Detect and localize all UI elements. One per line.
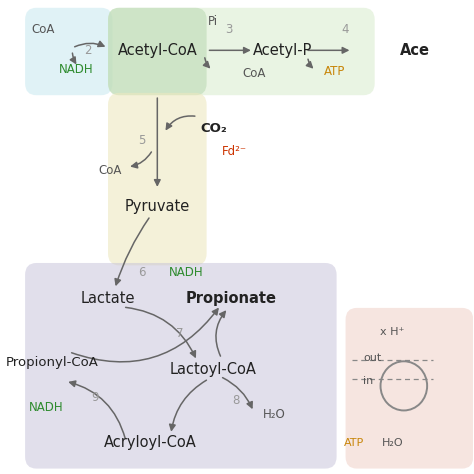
Text: 7: 7 — [176, 328, 183, 340]
Text: ATP: ATP — [324, 65, 345, 78]
FancyBboxPatch shape — [108, 8, 375, 95]
Text: in: in — [364, 376, 374, 386]
Text: x H⁺: x H⁺ — [381, 327, 405, 337]
Text: Lactate: Lactate — [81, 291, 135, 306]
FancyBboxPatch shape — [25, 8, 112, 95]
Text: Acetyl-CoA: Acetyl-CoA — [118, 43, 197, 58]
Text: 4: 4 — [342, 23, 349, 36]
Text: 8: 8 — [232, 393, 239, 407]
Text: out: out — [364, 353, 382, 363]
Text: Fd²⁻: Fd²⁻ — [222, 146, 247, 158]
Text: CO₂: CO₂ — [200, 122, 227, 135]
Text: Acryloyl-CoA: Acryloyl-CoA — [104, 435, 197, 450]
Text: Propionyl-CoA: Propionyl-CoA — [6, 356, 99, 369]
FancyBboxPatch shape — [108, 93, 207, 265]
Text: Propionate: Propionate — [186, 291, 277, 306]
Text: H₂O: H₂O — [382, 438, 403, 447]
Text: ATP: ATP — [345, 438, 365, 447]
Text: H₂O: H₂O — [263, 408, 285, 421]
Text: 5: 5 — [138, 134, 146, 146]
Text: Acetyl-P: Acetyl-P — [253, 43, 312, 58]
Text: Lactoyl-CoA: Lactoyl-CoA — [170, 362, 257, 377]
Text: 2: 2 — [84, 44, 91, 57]
Text: Pyruvate: Pyruvate — [125, 199, 190, 214]
FancyBboxPatch shape — [108, 8, 207, 95]
Text: NADH: NADH — [29, 401, 64, 414]
FancyBboxPatch shape — [346, 308, 474, 469]
Text: CoA: CoA — [31, 23, 55, 36]
Text: Ace: Ace — [400, 43, 430, 58]
Text: NADH: NADH — [59, 63, 94, 76]
Text: NADH: NADH — [169, 266, 203, 279]
Text: Pi: Pi — [208, 16, 219, 28]
Text: CoA: CoA — [242, 67, 265, 81]
Text: CoA: CoA — [98, 164, 121, 177]
FancyBboxPatch shape — [25, 263, 337, 469]
Text: 6: 6 — [138, 266, 146, 279]
Text: 3: 3 — [225, 23, 233, 36]
Text: 9: 9 — [91, 391, 98, 404]
